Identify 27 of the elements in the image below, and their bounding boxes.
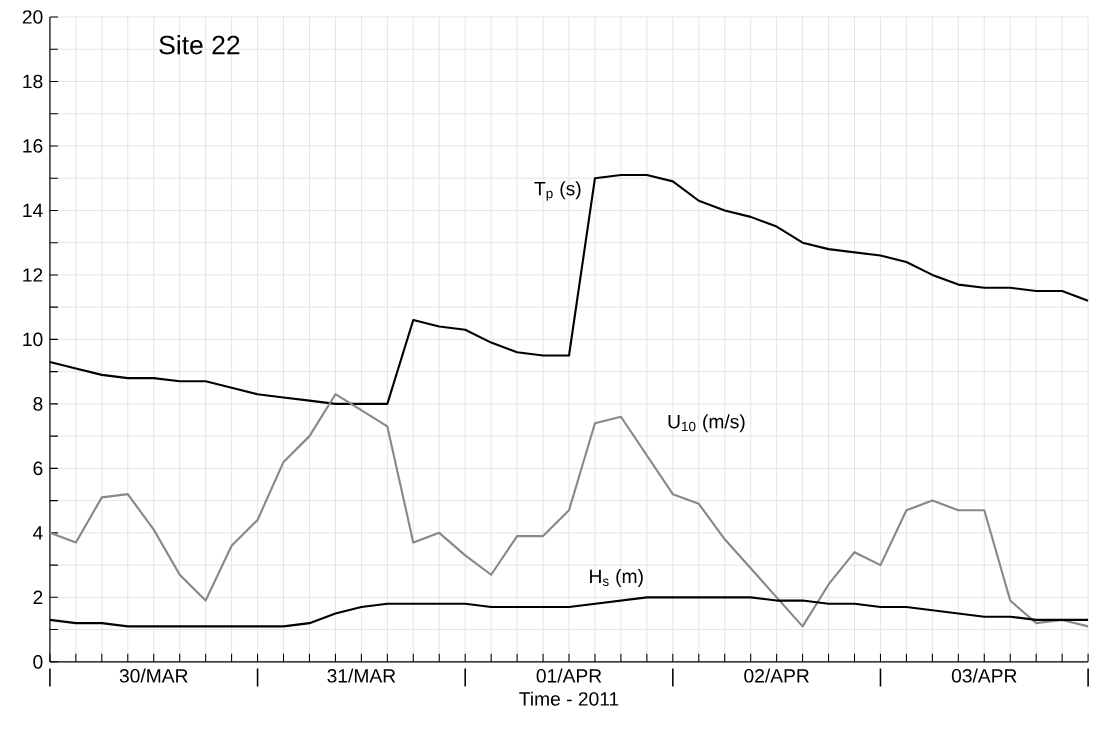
- x-tick-label: 30/MAR: [119, 668, 188, 683]
- x-tick-label: |: [672, 668, 674, 687]
- x-tick-label: |: [879, 668, 882, 687]
- y-tick-label: 6: [33, 461, 43, 476]
- series-label: T$_{p}$ (s): [534, 181, 581, 202]
- x-tick-label: |: [256, 668, 259, 687]
- x-tick-label: |: [1087, 668, 1089, 687]
- y-tick-label: 2: [33, 590, 43, 605]
- y-tick-label: 0: [33, 655, 43, 669]
- text: Site 22: [159, 35, 240, 55]
- y-tick-label: 12: [23, 268, 43, 282]
- y-tick-label: 20: [22, 10, 43, 24]
- y-tick-label: 10: [23, 332, 43, 347]
- series-label: H$_{s}$ (m): [590, 569, 643, 588]
- y-tick-label: 8: [33, 397, 43, 411]
- x-tick-label: |: [49, 668, 51, 687]
- y-tick-label: 16: [23, 139, 43, 153]
- x-tick-label: 03/APR: [951, 668, 1017, 683]
- x-tick-label: 01/APR: [536, 668, 602, 683]
- x-tick-label: 02/APR: [744, 668, 809, 683]
- x-axis-title: Time - 2011: [519, 691, 619, 706]
- y-tick-label: 18: [23, 74, 43, 89]
- series-label: U$_{10}$ (m/s): [668, 414, 745, 433]
- y-tick-label: 14: [23, 203, 43, 218]
- y-tick-label: 4: [32, 526, 43, 540]
- x-tick-label: |: [464, 668, 466, 687]
- x-tick-label: 31/MAR: [327, 668, 396, 683]
